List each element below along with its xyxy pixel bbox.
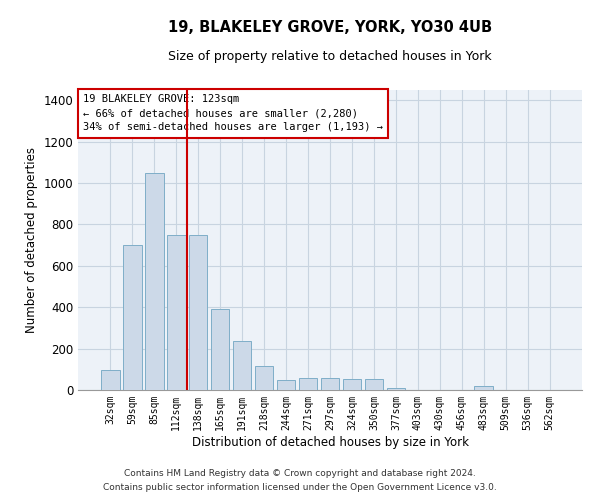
Bar [123,245,142,390]
Text: Size of property relative to detached houses in York: Size of property relative to detached ho… [168,50,492,63]
Bar [299,378,317,390]
Bar [145,173,164,390]
Text: Contains public sector information licensed under the Open Government Licence v3: Contains public sector information licen… [103,484,497,492]
Bar [365,378,383,390]
Bar [320,378,340,390]
Bar [277,380,295,390]
Bar [233,342,251,390]
Bar [167,235,185,390]
Bar [101,370,119,390]
X-axis label: Distribution of detached houses by size in York: Distribution of detached houses by size … [191,436,469,448]
Bar [386,388,405,390]
Bar [255,366,274,390]
Text: 19 BLAKELEY GROVE: 123sqm
← 66% of detached houses are smaller (2,280)
34% of se: 19 BLAKELEY GROVE: 123sqm ← 66% of detac… [83,94,383,132]
Bar [343,378,361,390]
Y-axis label: Number of detached properties: Number of detached properties [25,147,38,333]
Bar [211,310,229,390]
Bar [189,235,208,390]
Bar [475,386,493,390]
Text: 19, BLAKELEY GROVE, YORK, YO30 4UB: 19, BLAKELEY GROVE, YORK, YO30 4UB [168,20,492,35]
Text: Contains HM Land Registry data © Crown copyright and database right 2024.: Contains HM Land Registry data © Crown c… [124,468,476,477]
